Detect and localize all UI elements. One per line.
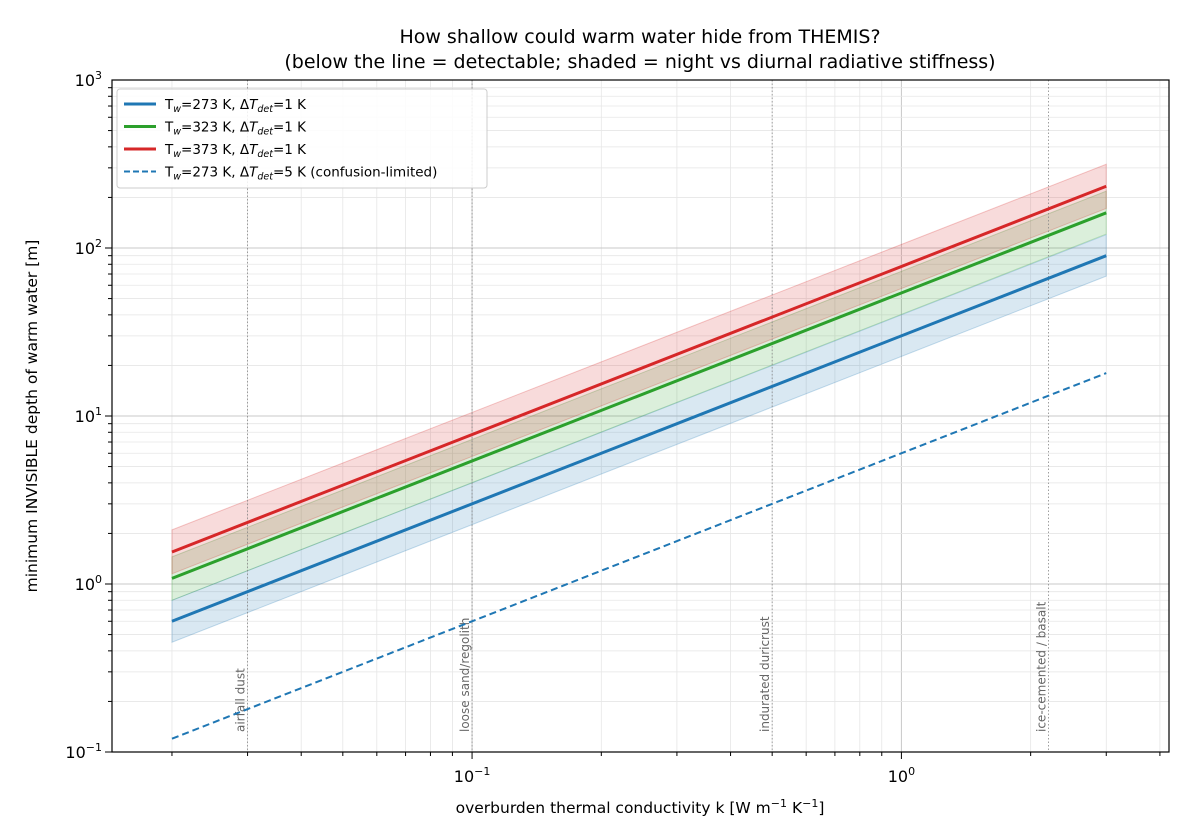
legend-label-2: Tw=373 K, ΔTdet=1 K xyxy=(164,142,307,160)
series-lines xyxy=(171,184,1107,740)
y-tick-label-2: 101 xyxy=(75,405,102,426)
legend-label-1: Tw=323 K, ΔTdet=1 K xyxy=(164,120,307,138)
annotation-label-1: loose sand/regolith xyxy=(458,618,472,732)
material-annotations: airfall dust loose sand/regolith indurated… xyxy=(234,80,1049,752)
y-tick-label-3: 102 xyxy=(75,237,102,258)
axis-ticks: 10−1 100 10−1 100 101 102 103 xyxy=(65,69,1161,786)
legend: Tw=273 K, ΔTdet=1 K Tw=323 K, ΔTdet=1 K Tw… xyxy=(116,88,488,189)
y-tick-label-0: 10−1 xyxy=(65,741,102,762)
chart-title-line2: (below the line = detectable; shaded = n… xyxy=(284,51,995,73)
annotation-label-3: ice-cemented / basalt xyxy=(1034,601,1048,732)
legend-label-3: Tw=273 K, ΔTdet=5 K (confusion-limited) xyxy=(164,165,437,183)
y-tick-label-4: 103 xyxy=(75,69,102,90)
y-tick-label-1: 100 xyxy=(75,573,102,594)
legend-box xyxy=(116,88,488,189)
series-line-3 xyxy=(171,372,1107,740)
series-line-0 xyxy=(171,254,1107,623)
x-tick-label-0: 10−1 xyxy=(454,765,491,786)
annotation-label-2: indurated duricrust xyxy=(758,616,772,732)
chart-title-line1: How shallow could warm water hide from T… xyxy=(399,26,880,48)
legend-label-0: Tw=273 K, ΔTdet=1 K xyxy=(164,97,307,115)
series-line-2 xyxy=(171,184,1107,554)
annotation-label-0: airfall dust xyxy=(234,668,248,732)
y-axis-label: minimum INVISIBLE depth of warm water [m… xyxy=(23,240,41,593)
series-line-1 xyxy=(171,211,1107,580)
x-tick-label-1: 100 xyxy=(888,765,915,786)
x-axis-label: overburden thermal conductivity k [W m−1… xyxy=(456,797,825,817)
